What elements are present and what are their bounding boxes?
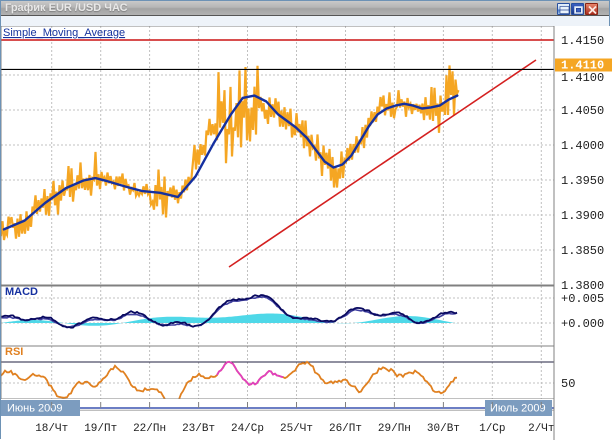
svg-text:1.3850: 1.3850	[561, 244, 604, 258]
svg-text:Июль 2009: Июль 2009	[490, 403, 546, 415]
svg-text:26/Пт: 26/Пт	[329, 423, 362, 435]
svg-text:29/Пн: 29/Пн	[378, 423, 411, 435]
svg-text:1.3800: 1.3800	[561, 279, 604, 293]
svg-text:23/Вт: 23/Вт	[182, 423, 215, 435]
svg-text:Simple_Moving_Average: Simple_Moving_Average	[3, 27, 125, 39]
svg-text:1.4150: 1.4150	[561, 34, 604, 48]
svg-text:25/Чт: 25/Чт	[280, 423, 313, 435]
svg-text:1.4000: 1.4000	[561, 139, 604, 153]
svg-text:30/Вт: 30/Вт	[427, 423, 460, 435]
svg-text:+0.000: +0.000	[561, 317, 604, 331]
svg-text:1.3950: 1.3950	[561, 174, 604, 188]
svg-text:1.4100: 1.4100	[561, 71, 604, 85]
svg-text:+0.005: +0.005	[561, 292, 604, 306]
svg-text:22/Пн: 22/Пн	[133, 423, 166, 435]
svg-text:1.4050: 1.4050	[561, 104, 604, 118]
svg-text:19/Пт: 19/Пт	[84, 423, 117, 435]
svg-text:24/Ср: 24/Ср	[231, 423, 264, 435]
svg-text:50: 50	[561, 377, 575, 391]
svg-text:2/Чт: 2/Чт	[528, 423, 554, 435]
svg-text:18/Чт: 18/Чт	[35, 423, 68, 435]
svg-text:1.3900: 1.3900	[561, 209, 604, 223]
svg-text:Июнь 2009: Июнь 2009	[7, 403, 63, 415]
svg-text:MACD: MACD	[5, 286, 38, 298]
svg-text:1/Ср: 1/Ср	[479, 423, 505, 435]
svg-text:RSI: RSI	[5, 346, 23, 358]
